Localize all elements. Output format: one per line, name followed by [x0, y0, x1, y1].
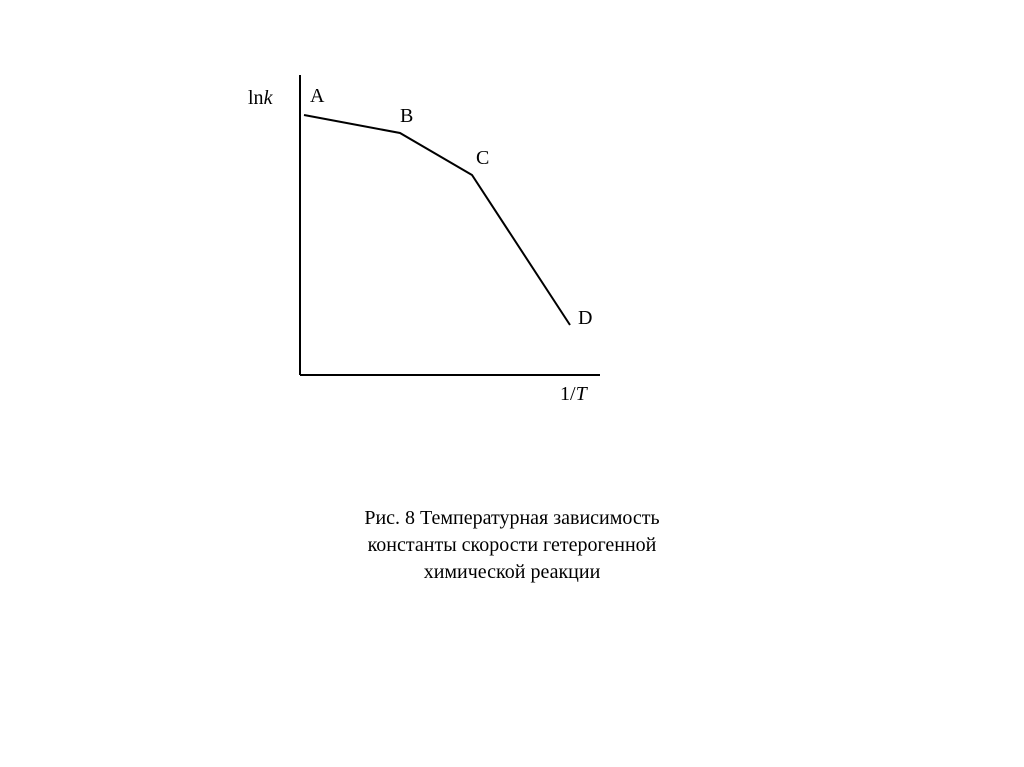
figure-caption: Рис. 8 Температурная зависимость констан…: [0, 505, 1024, 586]
x-axis-label: 1/T: [560, 383, 587, 406]
y-axis-label: lnk: [248, 87, 272, 110]
caption-line-3: химической реакции: [0, 559, 1024, 586]
y-label-prefix: ln: [248, 87, 264, 109]
x-label-prefix: 1/: [560, 383, 576, 405]
caption-line-1: Рис. 8 Температурная зависимость: [0, 505, 1024, 532]
y-label-var: k: [264, 87, 273, 109]
point-label-b: B: [400, 105, 413, 128]
data-line: [304, 115, 570, 325]
point-label-c: C: [476, 147, 489, 170]
chart-svg: [280, 75, 620, 415]
point-label-d: D: [578, 307, 592, 330]
arrhenius-plot: lnk 1/T A B C D: [280, 75, 620, 415]
caption-line-2: константы скорости гетерогенной: [0, 532, 1024, 559]
point-label-a: A: [310, 85, 324, 108]
x-label-var: T: [576, 383, 587, 405]
